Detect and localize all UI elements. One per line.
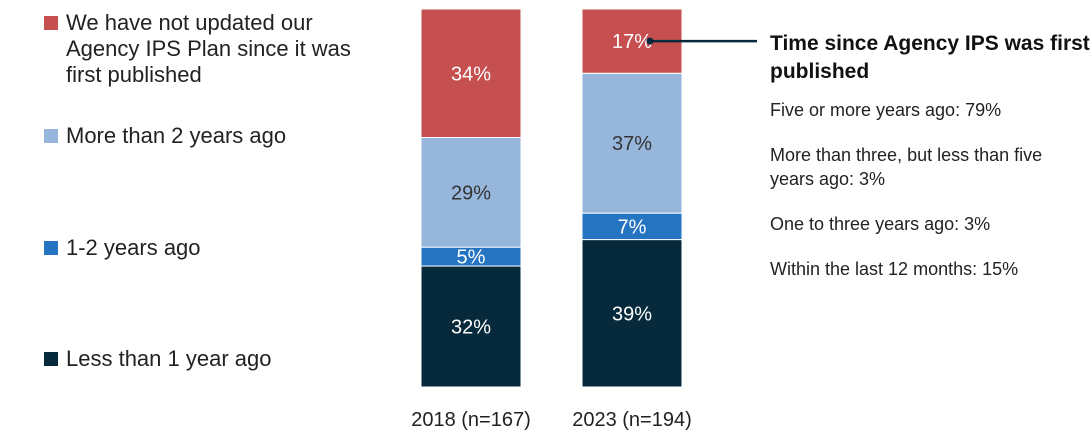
data-label-2023-n-194-1: 7% — [618, 216, 647, 238]
bar-segment-2023-n-194-more-than-2-years-ago — [581, 72, 683, 214]
legend-item-not-updated: We have not updated our Agency IPS Plan … — [44, 10, 384, 88]
category-label-2023-n-194: 2023 (n=194) — [572, 409, 692, 431]
data-label-2018-n-167-2: 29% — [451, 182, 491, 204]
bar-segment-2018-n-167-less-than-1-year-ago — [420, 265, 522, 388]
bar-segment-2018-n-167-we-have-not-updated-our- — [420, 8, 522, 139]
data-label-2018-n-167-1: 5% — [457, 247, 486, 269]
data-label-2023-n-194-3: 17% — [612, 31, 652, 53]
category-label-2018-n-167: 2018 (n=167) — [411, 409, 531, 431]
legend-swatch-less-than-1-year — [44, 352, 58, 366]
bar-segment-2018-n-167-more-than-2-years-ago — [420, 137, 522, 248]
legend-label-not-updated: We have not updated our Agency IPS Plan … — [66, 10, 351, 87]
legend-swatch-more-than-2-years — [44, 129, 58, 143]
annotation-title: Time since Agency IPS was first publishe… — [770, 32, 1090, 83]
legend-item-more-than-2-years: More than 2 years ago — [44, 123, 384, 149]
bar-segment-2023-n-194-less-than-1-year-ago — [581, 239, 683, 388]
data-label-2018-n-167-3: 34% — [451, 63, 491, 85]
data-label-2023-n-194-0: 39% — [612, 303, 652, 325]
legend-item-less-than-1-year: Less than 1 year ago — [44, 346, 384, 372]
data-label-2018-n-167-0: 32% — [451, 317, 491, 339]
data-label-2023-n-194-2: 37% — [612, 133, 652, 155]
legend-swatch-not-updated — [44, 16, 58, 30]
legend-label-1-2-years: 1-2 years ago — [66, 235, 201, 260]
legend-swatch-1-2-years — [44, 241, 58, 255]
annotation-line-one-to-three: One to three years ago: 3% — [770, 214, 991, 234]
bar-segment-2023-n-194-1-2-years-ago — [581, 212, 683, 241]
annotation-line-last-12-months: Within the last 12 months: 15% — [770, 259, 1019, 279]
legend-label-less-than-1-year: Less than 1 year ago — [66, 346, 272, 371]
legend-label-more-than-2-years: More than 2 years ago — [66, 123, 287, 148]
annotation-box: Time since Agency IPS was first publishe… — [770, 30, 1090, 302]
legend-item-1-2-years: 1-2 years ago — [44, 235, 384, 261]
annotation-line-three-to-five: More than three, but less than five year… — [770, 145, 1043, 189]
annotation-line-five-or-more: Five or more years ago: 79% — [770, 100, 1002, 120]
